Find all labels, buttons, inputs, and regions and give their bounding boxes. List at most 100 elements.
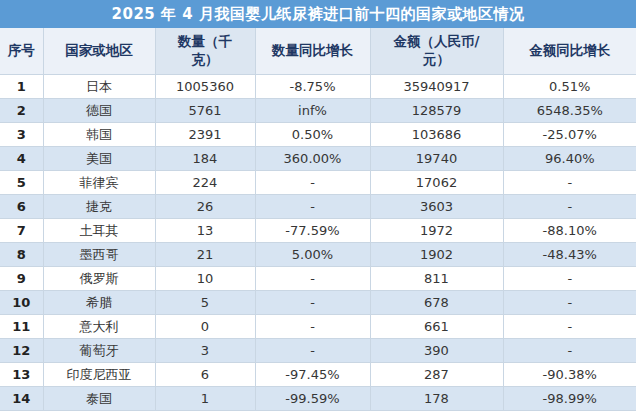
quantity-cell: 13 xyxy=(155,219,255,243)
quantity-cell: 224 xyxy=(155,171,255,195)
header-rank: 序号 xyxy=(0,28,43,75)
quantity-cell: 1005360 xyxy=(155,75,255,99)
quantity-cell: 5761 xyxy=(155,99,255,123)
amount-cell: 287 xyxy=(370,363,503,387)
quantity-yoy-cell: 360.00% xyxy=(255,147,370,171)
amount-yoy-cell: - xyxy=(503,195,636,219)
table-row: 10 希腊 5 - 678 - xyxy=(0,291,636,315)
rank-cell: 7 xyxy=(0,219,43,243)
quantity-yoy-cell: 5.00% xyxy=(255,243,370,267)
quantity-yoy-cell: -99.59% xyxy=(255,387,370,411)
table-row: 12 葡萄牙 3 - 390 - xyxy=(0,339,636,363)
rank-cell: 3 xyxy=(0,123,43,147)
quantity-cell: 26 xyxy=(155,195,255,219)
country-cell: 俄罗斯 xyxy=(43,267,155,291)
quantity-cell: 0 xyxy=(155,315,255,339)
amount-yoy-cell: - xyxy=(503,339,636,363)
rank-cell: 12 xyxy=(0,339,43,363)
table-row: 11 意大利 0 - 661 - xyxy=(0,315,636,339)
country-cell: 印度尼西亚 xyxy=(43,363,155,387)
rank-cell: 5 xyxy=(0,171,43,195)
header-quantity: 数量（千 克） xyxy=(155,28,255,75)
amount-cell: 17062 xyxy=(370,171,503,195)
quantity-cell: 3 xyxy=(155,339,255,363)
rank-cell: 14 xyxy=(0,387,43,411)
country-cell: 土耳其 xyxy=(43,219,155,243)
quantity-cell: 5 xyxy=(155,291,255,315)
import-statistics-table: 序号 国家或地区 数量（千 克） 数量同比增长 金额（人民币/ 元） 金额同比增… xyxy=(0,28,636,411)
country-cell: 德国 xyxy=(43,99,155,123)
amount-cell: 35940917 xyxy=(370,75,503,99)
amount-cell: 178 xyxy=(370,387,503,411)
quantity-yoy-cell: - xyxy=(255,315,370,339)
quantity-yoy-cell: - xyxy=(255,195,370,219)
rank-cell: 10 xyxy=(0,291,43,315)
header-row: 序号 国家或地区 数量（千 克） 数量同比增长 金额（人民币/ 元） 金额同比增… xyxy=(0,28,636,75)
table-row: 8 墨西哥 21 5.00% 1902 -48.43% xyxy=(0,243,636,267)
quantity-yoy-cell: -77.59% xyxy=(255,219,370,243)
amount-cell: 390 xyxy=(370,339,503,363)
quantity-cell: 2391 xyxy=(155,123,255,147)
header-amount: 金额（人民币/ 元） xyxy=(370,28,503,75)
rank-cell: 9 xyxy=(0,267,43,291)
quantity-yoy-cell: -97.45% xyxy=(255,363,370,387)
header-country: 国家或地区 xyxy=(43,28,155,75)
amount-cell: 661 xyxy=(370,315,503,339)
table-row: 4 美国 184 360.00% 19740 96.40% xyxy=(0,147,636,171)
rank-cell: 6 xyxy=(0,195,43,219)
amount-yoy-cell: - xyxy=(503,267,636,291)
table-row: 7 土耳其 13 -77.59% 1972 -88.10% xyxy=(0,219,636,243)
amount-yoy-cell: 6548.35% xyxy=(503,99,636,123)
quantity-yoy-cell: -8.75% xyxy=(255,75,370,99)
quantity-yoy-cell: - xyxy=(255,339,370,363)
rank-cell: 1 xyxy=(0,75,43,99)
amount-yoy-cell: -25.07% xyxy=(503,123,636,147)
quantity-cell: 10 xyxy=(155,267,255,291)
country-cell: 意大利 xyxy=(43,315,155,339)
amount-cell: 103686 xyxy=(370,123,503,147)
table-row: 5 菲律宾 224 - 17062 - xyxy=(0,171,636,195)
amount-yoy-cell: -90.38% xyxy=(503,363,636,387)
amount-cell: 3603 xyxy=(370,195,503,219)
country-cell: 希腊 xyxy=(43,291,155,315)
quantity-yoy-cell: - xyxy=(255,171,370,195)
rank-cell: 2 xyxy=(0,99,43,123)
amount-yoy-cell: -48.43% xyxy=(503,243,636,267)
table-row: 14 泰国 1 -99.59% 178 -98.99% xyxy=(0,387,636,411)
country-cell: 葡萄牙 xyxy=(43,339,155,363)
quantity-cell: 1 xyxy=(155,387,255,411)
country-cell: 韩国 xyxy=(43,123,155,147)
amount-yoy-cell: - xyxy=(503,171,636,195)
quantity-yoy-cell: - xyxy=(255,291,370,315)
amount-yoy-cell: - xyxy=(503,315,636,339)
table-title: 2025 年 4 月我国婴儿纸尿裤进口前十四的国家或地区情况 xyxy=(0,0,636,28)
amount-cell: 678 xyxy=(370,291,503,315)
quantity-cell: 6 xyxy=(155,363,255,387)
amount-yoy-cell: -88.10% xyxy=(503,219,636,243)
quantity-cell: 184 xyxy=(155,147,255,171)
quantity-yoy-cell: inf% xyxy=(255,99,370,123)
amount-cell: 1972 xyxy=(370,219,503,243)
country-cell: 墨西哥 xyxy=(43,243,155,267)
amount-cell: 811 xyxy=(370,267,503,291)
rank-cell: 8 xyxy=(0,243,43,267)
table-row: 9 俄罗斯 10 - 811 - xyxy=(0,267,636,291)
table-row: 6 捷克 26 - 3603 - xyxy=(0,195,636,219)
amount-yoy-cell: -98.99% xyxy=(503,387,636,411)
amount-yoy-cell: 0.51% xyxy=(503,75,636,99)
rank-cell: 11 xyxy=(0,315,43,339)
country-cell: 菲律宾 xyxy=(43,171,155,195)
amount-cell: 1902 xyxy=(370,243,503,267)
quantity-cell: 21 xyxy=(155,243,255,267)
quantity-yoy-cell: 0.50% xyxy=(255,123,370,147)
country-cell: 捷克 xyxy=(43,195,155,219)
table-row: 2 德国 5761 inf% 128579 6548.35% xyxy=(0,99,636,123)
table-row: 1 日本 1005360 -8.75% 35940917 0.51% xyxy=(0,75,636,99)
rank-cell: 13 xyxy=(0,363,43,387)
amount-cell: 19740 xyxy=(370,147,503,171)
amount-cell: 128579 xyxy=(370,99,503,123)
table-screenshot-root: 2025 年 4 月我国婴儿纸尿裤进口前十四的国家或地区情况 序号 国家或地区 … xyxy=(0,0,640,413)
header-quantity-yoy: 数量同比增长 xyxy=(255,28,370,75)
table-row: 13 印度尼西亚 6 -97.45% 287 -90.38% xyxy=(0,363,636,387)
country-cell: 日本 xyxy=(43,75,155,99)
